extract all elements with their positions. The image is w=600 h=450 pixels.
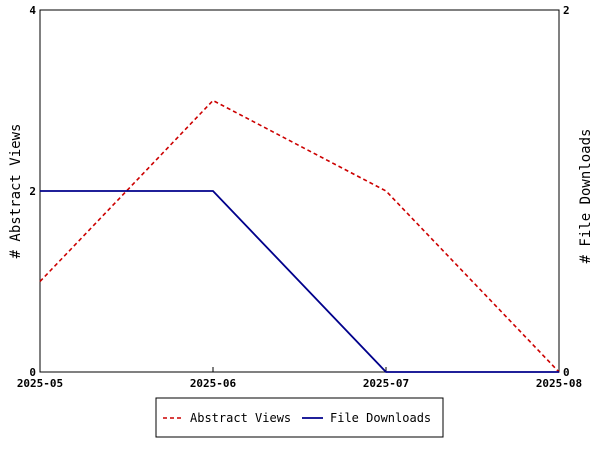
left-y-tick-label-0: 0 bbox=[29, 366, 36, 379]
right-y-tick-label-2: 2 bbox=[563, 4, 570, 17]
legend-box bbox=[155, 397, 444, 438]
left-y-tick-label-2: 2 bbox=[29, 185, 36, 198]
legend: Abstract Views File Downloads bbox=[155, 397, 444, 438]
x-tick-label-2025-05: 2025-05 bbox=[17, 377, 63, 390]
x-tick-label-2025-06: 2025-06 bbox=[190, 377, 237, 390]
right-y-tick-label-0: 0 bbox=[563, 366, 570, 379]
x-tick-label-2025-08: 2025-08 bbox=[536, 377, 582, 390]
left-y-tick-label-4: 4 bbox=[29, 4, 36, 17]
series-line-abstract-views bbox=[39, 99, 560, 373]
right-axis-title: # File Downloads bbox=[578, 129, 594, 264]
series-layer bbox=[39, 99, 560, 373]
legend-label-abstract-views: Abstract Views bbox=[190, 411, 291, 425]
legend-label-file-downloads: File Downloads bbox=[330, 411, 431, 425]
left-axis-title: # Abstract Views bbox=[8, 124, 24, 259]
x-tick-label-2025-07: 2025-07 bbox=[363, 377, 409, 390]
series-line-file-downloads bbox=[40, 190, 559, 373]
